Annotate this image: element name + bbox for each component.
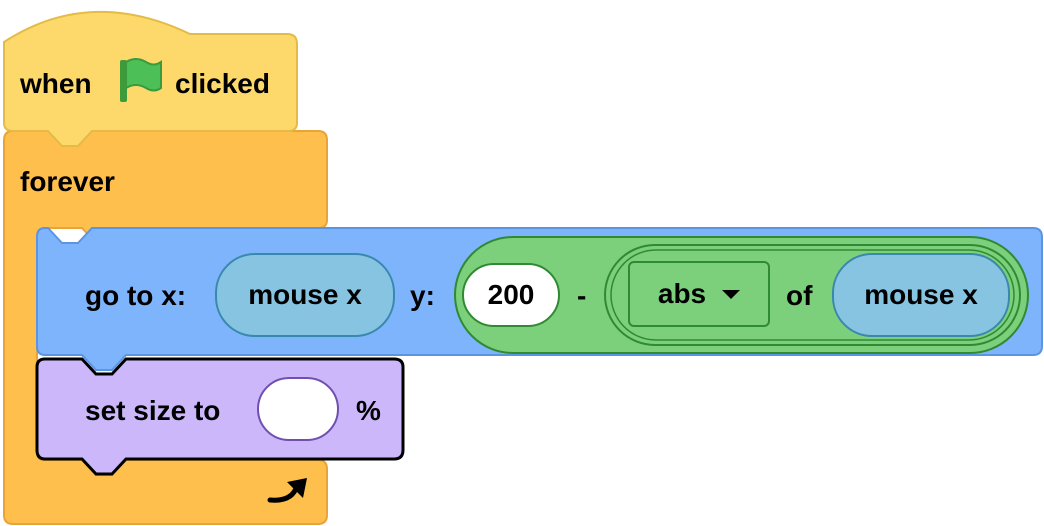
minus-symbol: -: [577, 280, 587, 311]
percent-label: %: [356, 395, 381, 426]
number-input-200[interactable]: 200: [462, 263, 560, 327]
math-function-dropdown[interactable]: abs: [628, 261, 770, 327]
set-size-label: set size to: [85, 395, 221, 426]
mouse-x-reporter-argument[interactable]: mouse x: [832, 253, 1010, 337]
abs-of-reporter-inner-outline: [610, 249, 1015, 341]
caret-down-icon: [722, 289, 741, 299]
math-function-value: abs: [657, 278, 707, 309]
loop-arrow-icon: [267, 478, 307, 503]
of-label: of: [786, 280, 813, 311]
green-flag-icon: [120, 58, 162, 102]
y-label: y:: [410, 280, 435, 311]
mouse-x-reporter[interactable]: mouse x: [215, 253, 395, 337]
forever-label: forever: [20, 166, 115, 197]
size-input[interactable]: [257, 377, 339, 441]
go-to-x-label: go to x:: [85, 280, 187, 311]
clicked-label: clicked: [175, 68, 270, 99]
when-label: when: [20, 68, 92, 99]
